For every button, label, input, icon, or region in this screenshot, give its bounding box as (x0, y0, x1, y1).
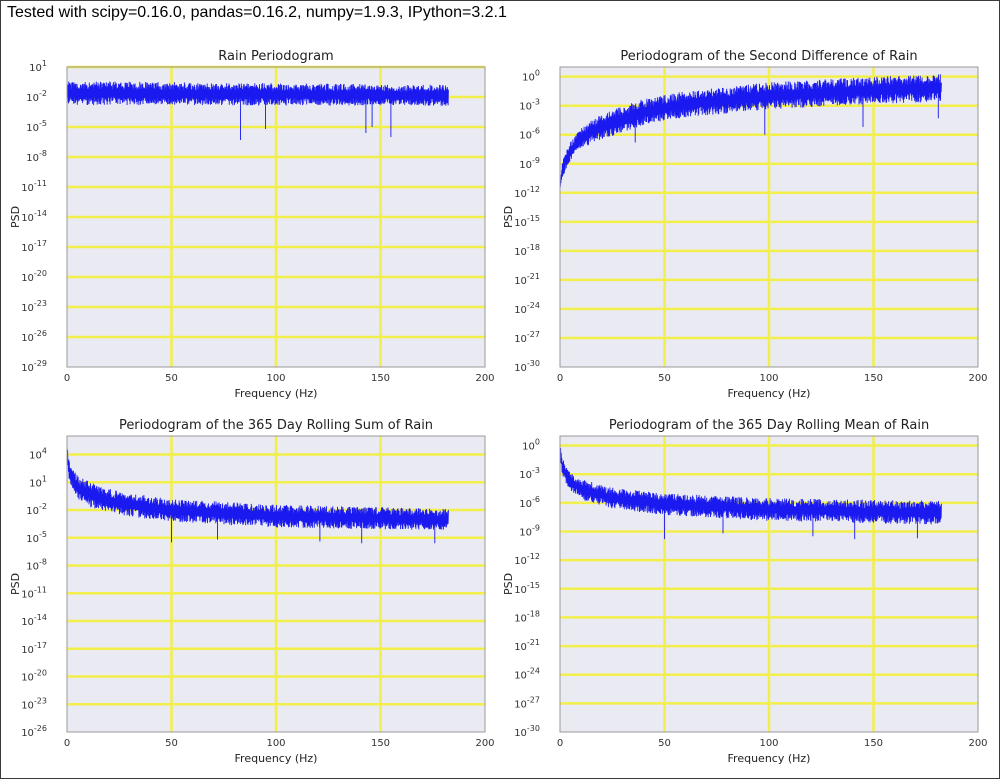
y-tick-label: 10-24 (514, 667, 540, 682)
subplot-title: Periodogram of the 365 Day Rolling Mean … (609, 418, 929, 433)
x-tick-label: 0 (557, 738, 563, 749)
y-tick-label: 10-2 (26, 502, 47, 517)
axes-frame (559, 66, 979, 368)
y-axis-label: PSD (502, 206, 515, 228)
x-tick-label: 100 (759, 738, 778, 749)
y-axis-label: PSD (502, 573, 515, 595)
x-tick-label: 150 (864, 373, 883, 384)
x-tick-label: 200 (968, 738, 987, 749)
x-tick-label: 0 (64, 738, 70, 749)
x-tick-label: 100 (266, 738, 285, 749)
x-tick-label: 150 (371, 738, 390, 749)
version-header: Tested with scipy=0.16.0, pandas=0.16.2,… (7, 4, 507, 21)
x-axis-label: Frequency (Hz) (235, 752, 318, 765)
y-tick-label: 10-11 (21, 585, 47, 600)
psd-series-line (559, 74, 942, 189)
y-tick-label: 100 (522, 69, 540, 84)
y-axis-label: PSD (9, 573, 22, 595)
y-tick-label: 10-6 (519, 127, 540, 142)
x-tick-label: 0 (64, 373, 70, 384)
y-tick-label: 10-23 (21, 299, 47, 314)
axes-frame (66, 435, 486, 733)
subplot-title: Periodogram of the 365 Day Rolling Sum o… (119, 418, 433, 433)
y-tick-label: 10-8 (26, 558, 47, 573)
y-tick-label: 10-21 (514, 272, 540, 287)
x-tick-label: 100 (759, 373, 778, 384)
x-tick-label: 50 (658, 373, 671, 384)
x-tick-label: 150 (864, 738, 883, 749)
y-tick-label: 100 (522, 438, 540, 453)
x-tick-label: 100 (266, 373, 285, 384)
y-tick-label: 10-12 (514, 552, 540, 567)
x-tick-label: 50 (165, 738, 178, 749)
y-tick-label: 101 (29, 59, 47, 74)
y-tick-label: 10-14 (21, 613, 47, 628)
x-tick-label: 0 (557, 373, 563, 384)
x-axis-label: Frequency (Hz) (235, 387, 318, 400)
axes-frame (66, 66, 486, 368)
y-tick-label: 10-8 (26, 149, 47, 164)
y-tick-label: 10-23 (21, 696, 47, 711)
y-tick-label: 10-21 (514, 638, 540, 653)
y-tick-label: 10-12 (514, 185, 540, 200)
y-tick-label: 10-26 (21, 724, 47, 739)
psd-series-line (66, 445, 449, 544)
x-tick-label: 200 (475, 373, 494, 384)
y-tick-label: 10-5 (26, 119, 47, 134)
y-tick-label: 10-20 (21, 269, 47, 284)
y-tick-label: 10-17 (21, 239, 47, 254)
y-axis-label: PSD (9, 206, 22, 228)
x-tick-label: 150 (371, 373, 390, 384)
x-axis-label: Frequency (Hz) (728, 752, 811, 765)
y-tick-label: 10-27 (514, 330, 540, 345)
psd-series-line (559, 442, 942, 540)
subplot-title: Periodogram of the Second Difference of … (620, 49, 917, 64)
axes-frame (559, 435, 979, 733)
y-tick-label: 10-29 (21, 359, 47, 374)
x-axis-label: Frequency (Hz) (728, 387, 811, 400)
subplot-rain-periodogram: 0 50 100 150 200 101 10-2 10-5 10-8 10-11 10-14 10-… (9, 49, 495, 400)
y-tick-label: 10-26 (21, 329, 47, 344)
y-tick-label: 101 (29, 474, 47, 489)
y-tick-label: 10-30 (514, 359, 540, 374)
y-tick-label: 10-15 (514, 581, 540, 596)
subplot-title: Rain Periodogram (218, 49, 333, 64)
y-tick-label: 10-17 (21, 641, 47, 656)
y-tick-label: 10-24 (514, 301, 540, 316)
subplot-second-difference: 0 50 100 150 200 100 10-3 10-6 10-9 10-12 10-15 10-… (502, 49, 988, 400)
y-tick-label: 10-5 (26, 530, 47, 545)
psd-series-line (66, 81, 449, 140)
y-tick-label: 10-2 (26, 89, 47, 104)
y-tick-label: 10-9 (519, 523, 540, 538)
y-tick-label: 10-15 (514, 214, 540, 229)
y-tick-label: 10-11 (21, 179, 47, 194)
subplot-rolling-mean: 0 50 100 150 200 100 10-3 10-6 10-9 10-12 10-15 10-… (502, 418, 988, 765)
y-tick-label: 10-3 (519, 98, 540, 113)
y-tick-label: 10-27 (514, 695, 540, 710)
y-tick-label: 10-6 (519, 495, 540, 510)
x-tick-label: 50 (658, 738, 671, 749)
y-tick-label: 10-18 (514, 243, 540, 258)
x-tick-label: 50 (165, 373, 178, 384)
y-tick-label: 10-20 (21, 669, 47, 684)
x-tick-label: 200 (475, 738, 494, 749)
y-tick-label: 10-30 (514, 724, 540, 739)
y-tick-label: 10-3 (519, 466, 540, 481)
subplot-rolling-sum: 0 50 100 150 200 104 101 10-2 10-5 10-8 10-11 10-14… (9, 418, 495, 765)
y-tick-label: 10-9 (519, 156, 540, 171)
y-tick-label: 10-18 (514, 609, 540, 624)
x-tick-label: 200 (968, 373, 987, 384)
y-tick-label: 104 (29, 447, 47, 462)
y-tick-label: 10-14 (21, 209, 47, 224)
